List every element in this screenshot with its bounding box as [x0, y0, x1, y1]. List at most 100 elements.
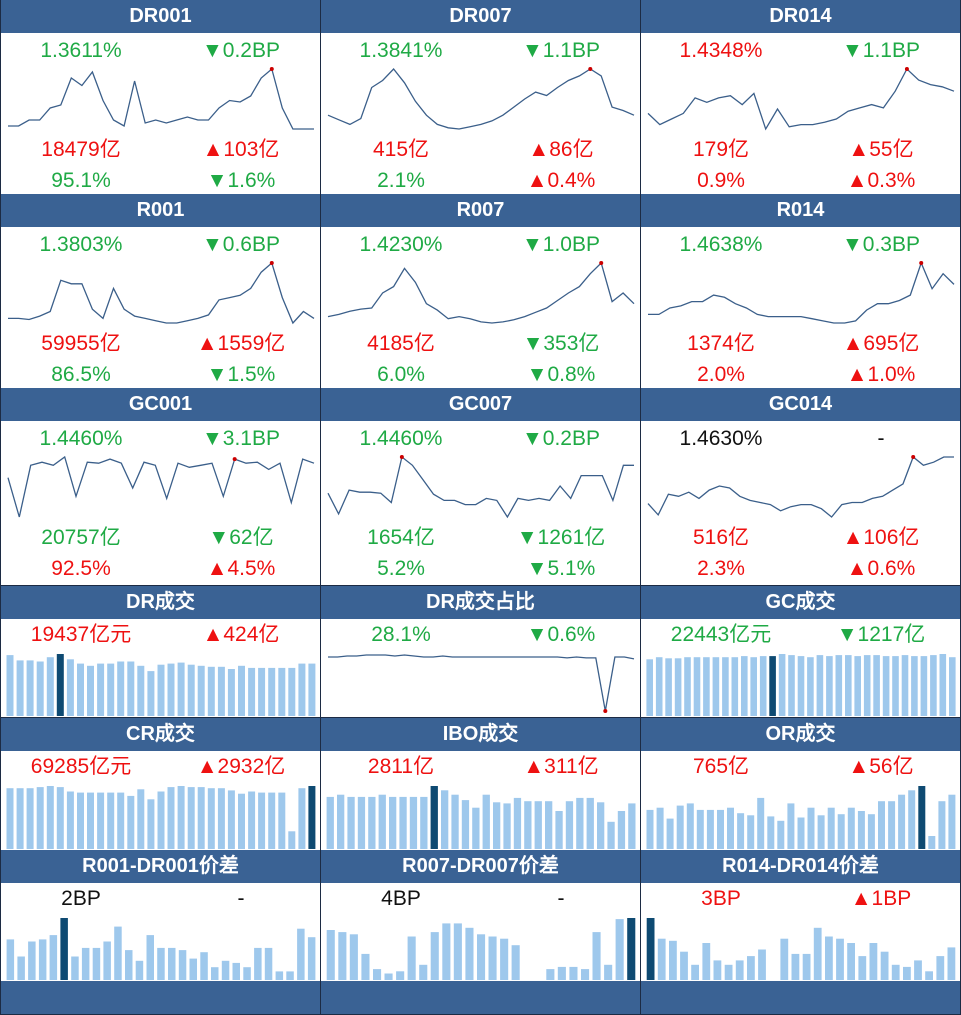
bar [936, 956, 945, 980]
volume-value: 1374亿 [687, 332, 755, 355]
bar [28, 941, 36, 980]
bar [419, 964, 428, 980]
bar [873, 655, 880, 716]
bar [880, 951, 889, 980]
bar [666, 818, 674, 849]
bar [77, 792, 84, 849]
bar [669, 940, 677, 980]
volume-change: ▲106亿 [842, 526, 920, 549]
bar-chart [6, 918, 316, 980]
volume-change: ▼1261亿 [516, 526, 606, 549]
rate-value: 1.3841% [359, 39, 443, 62]
panel-title: R001-DR001价差 [1, 850, 320, 883]
bar [488, 936, 497, 980]
panel-gc007[interactable]: GC007 1.4460% ▼0.2BP 1654亿 ▼1261亿 5.2% ▼5.1% [320, 388, 641, 586]
summary-change: ▲424亿 [202, 623, 280, 646]
bar [81, 947, 90, 980]
bar [646, 809, 654, 849]
bar [107, 792, 115, 849]
share-change: ▼5.1% [526, 557, 596, 580]
bar [472, 807, 480, 849]
panel-title: CR成交 [1, 718, 320, 751]
volume-change: ▲86亿 [528, 138, 594, 161]
rate-change: - [877, 427, 885, 450]
bar [791, 953, 800, 980]
bar [127, 795, 135, 849]
panel-gc-volume[interactable]: GC成交 22443亿元 ▼1217亿 [640, 586, 961, 718]
panel-dr-share[interactable]: DR成交占比 28.1% ▼0.6% [320, 586, 641, 718]
sparkline-peak-point [399, 455, 404, 459]
bar-current [769, 656, 776, 716]
summary-change: ▼0.6% [526, 623, 596, 646]
panel-or-volume[interactable]: OR成交 765亿 ▲56亿 [640, 718, 961, 851]
bar [441, 790, 449, 849]
bar [712, 657, 720, 716]
panel-dr001[interactable]: DR001 1.3611% ▼0.2BP 18479亿 ▲103亿 95.1% ▼1.6% [0, 0, 321, 195]
rate-change: ▼1.1BP [522, 39, 600, 62]
bar [207, 788, 215, 849]
bar [268, 667, 276, 716]
bar [17, 956, 25, 980]
sparkline-series [327, 68, 635, 130]
rate-value: 1.4630% [679, 427, 763, 450]
panel-title: DR成交占比 [321, 586, 640, 619]
bar [326, 796, 334, 849]
bar [807, 657, 814, 716]
bar [778, 654, 786, 716]
panel-dr007[interactable]: DR007 1.3841% ▼1.1BP 415亿 ▲86亿 2.1% ▲0.4% [320, 0, 641, 195]
bar [97, 663, 105, 716]
bar [337, 794, 345, 849]
bar [482, 794, 490, 849]
bar [135, 960, 144, 980]
bar [757, 797, 765, 849]
bar [442, 923, 451, 980]
bar [357, 796, 366, 849]
bar [6, 939, 15, 980]
bar [817, 815, 825, 849]
volume-value: 59955亿 [41, 332, 121, 355]
footer-cell [0, 981, 321, 1015]
panel-gc014[interactable]: GC014 1.4630% - 516亿 ▲106亿 2.3% ▲0.6% [640, 388, 961, 586]
bar [389, 796, 397, 849]
bar [703, 657, 710, 716]
bar [46, 657, 54, 716]
sparkline-chart [647, 455, 954, 518]
sparkline-series [647, 455, 954, 518]
bar [686, 803, 694, 849]
bar [254, 947, 262, 980]
bar [898, 794, 906, 849]
bar-current [60, 918, 68, 980]
bar [581, 969, 590, 980]
bar [477, 934, 486, 980]
bar [557, 966, 566, 980]
bar [147, 799, 155, 849]
rate-value: 1.3803% [39, 233, 123, 256]
panel-r007[interactable]: R007 1.4230% ▼1.0BP 4185亿 ▼353亿 6.0% ▼0.8% [320, 194, 641, 389]
sparkline-peak-point [904, 67, 909, 71]
bar [802, 953, 811, 980]
panel-r014[interactable]: R014 1.4638% ▼0.3BP 1374亿 ▲695亿 2.0% ▲1.0% [640, 194, 961, 389]
panel-r007-dr007-spread[interactable]: R007-DR007价差 4BP - [320, 850, 641, 982]
bar [888, 801, 896, 849]
panel-r014-dr014-spread[interactable]: R014-DR014价差 3BP ▲1BP [640, 850, 961, 982]
panel-r001-dr001-spread[interactable]: R001-DR001价差 2BP - [0, 850, 321, 982]
rate-change: ▼1.1BP [842, 39, 920, 62]
rate-change: ▼0.2BP [522, 427, 600, 450]
bar [825, 936, 833, 980]
bar [735, 960, 744, 980]
panel-dr014[interactable]: DR014 1.4348% ▼1.1BP 179亿 ▲55亿 0.9% ▲0.3% [640, 0, 961, 195]
panel-gc001[interactable]: GC001 1.4460% ▼3.1BP 20757亿 ▼62亿 92.5% ▲4.5% [0, 388, 321, 586]
bar [453, 923, 462, 980]
share-value: 0.9% [697, 169, 745, 192]
panel-r001[interactable]: R001 1.3803% ▼0.6BP 59955亿 ▲1559亿 86.5% ▼1.5% [0, 194, 321, 389]
volume-change: ▼353亿 [522, 332, 600, 355]
summary-change: - [557, 887, 565, 910]
panel-cr-volume[interactable]: CR成交 69285亿元 ▲2932亿 [0, 718, 321, 851]
rate-value: 1.4230% [359, 233, 443, 256]
bar [349, 934, 358, 980]
rate-change: ▼0.2BP [202, 39, 280, 62]
bar [326, 930, 335, 980]
bar [863, 655, 871, 716]
panel-dr-volume[interactable]: DR成交 19437亿元 ▲424亿 [0, 586, 321, 718]
panel-ibo-volume[interactable]: IBO成交 2811亿 ▲311亿 [320, 718, 641, 851]
